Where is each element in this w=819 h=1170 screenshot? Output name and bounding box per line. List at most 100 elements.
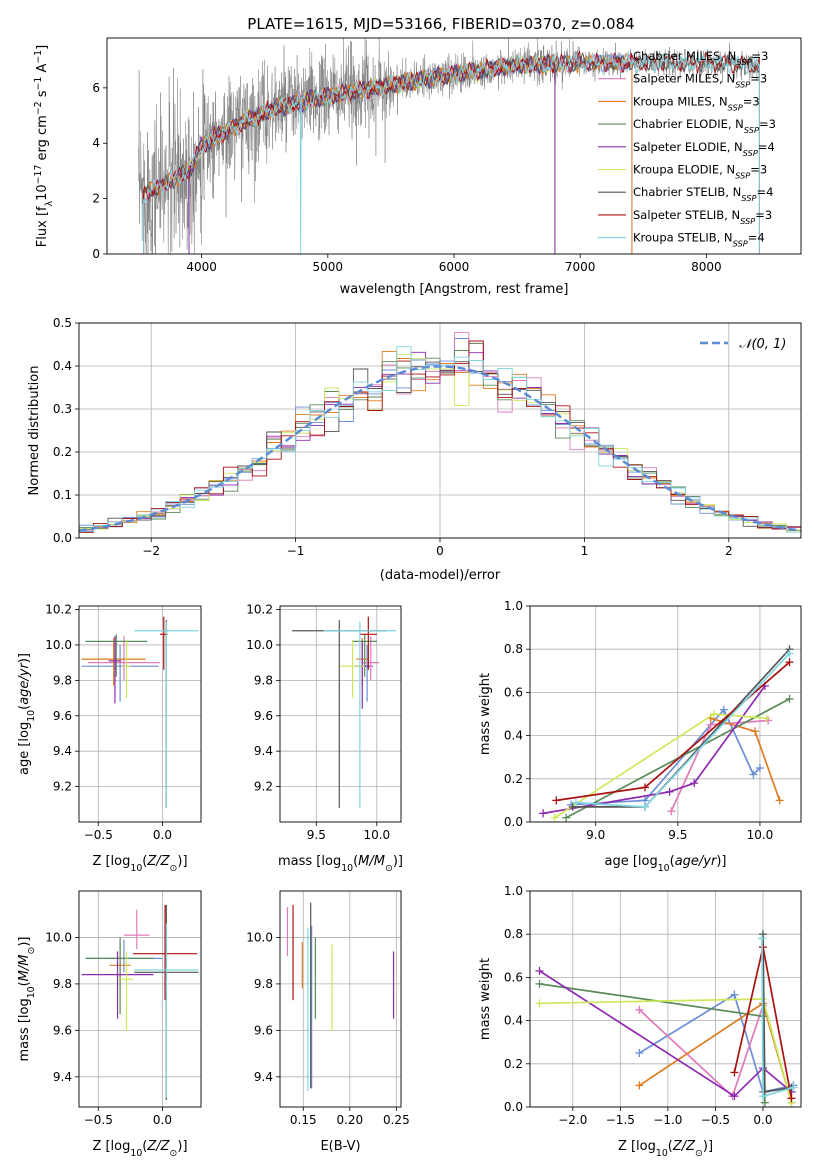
mass_vs_z-xtick-label: 0.0 (153, 1113, 172, 1127)
label-part: ( (668, 1139, 673, 1154)
label-part: SSP (743, 148, 758, 158)
age_vs_mass-ytick-label: 9.6 (254, 709, 273, 723)
model-spectrum-kroupa_stelib (143, 51, 760, 254)
mass_vs_z-xtick-label: −0.5 (84, 1113, 113, 1127)
weight_vs_age-line-salpeter_elodie (542, 685, 766, 815)
spectrum-xtick-label: 8000 (691, 260, 722, 274)
legend-label-salpeter_elodie: Salpeter ELODIE, NSSP=4 (633, 140, 775, 158)
mass_vs_z-ytick-label: 9.6 (53, 1023, 72, 1037)
label-part: )] (177, 854, 187, 869)
age_vs_mass-panel: 9.5 10.0 9.2 9.4 9.6 9.8 10.0 10.2 mass [log10(M… (246, 603, 403, 874)
residuals-ytick-label: 0.5 (53, 316, 72, 330)
label-part: Chabrier MILES, N (633, 49, 736, 63)
label-part: Chabrier STELIB, N (633, 185, 741, 199)
legend-label-chabrier_stelib: Chabrier STELIB, NSSP=4 (633, 185, 773, 203)
label-part: age/yr (675, 854, 718, 869)
weight-age-xlabel: age [log10(age/yr)] (604, 854, 726, 874)
legend-label-salpeter_stelib: Salpeter STELIB, NSSP=3 (633, 208, 772, 226)
label-part: =4 (748, 231, 765, 245)
age_vs_z-frame (78, 605, 202, 823)
weight_vs_z-xtick-label: −2.0 (558, 1113, 587, 1127)
residuals-ytick-label: 0.2 (53, 445, 72, 459)
residuals-xtick-label: 1 (581, 544, 589, 558)
label-part: SSP (736, 57, 751, 67)
residuals-frame (78, 322, 802, 539)
weight_vs_age-ytick-label: 0.6 (504, 685, 523, 699)
label-part: −1 (33, 77, 44, 91)
label-part: ( (17, 705, 32, 710)
weight_vs_z-frame (529, 890, 802, 1108)
age_vs_mass-frame (279, 605, 402, 823)
residuals-ytick-label: 0.4 (53, 359, 72, 373)
age_vs_mass-ytick-label: 10.2 (246, 603, 273, 617)
label-part: Salpeter MILES, N (633, 72, 735, 86)
label-part: Z [log (92, 1139, 130, 1154)
age_vs_z-xtick-label: −0.5 (84, 828, 113, 842)
mass_vs_ebv-background (280, 891, 401, 1107)
label-part: 10 (658, 863, 670, 874)
histogram-kroupa_stelib (79, 346, 801, 538)
spectrum-ytick-label: 6 (92, 81, 100, 95)
label-part: −2 (33, 101, 44, 115)
label-part: 10 (341, 863, 353, 874)
weight_vs_z-xtick-label: −1.0 (653, 1113, 682, 1127)
label-part: 10 (656, 1148, 668, 1159)
weight_vs_z-ytick-label: 0.8 (504, 927, 523, 941)
age_vs_z-ytick-label: 9.2 (53, 780, 72, 794)
weight_vs_z-ytick-label: 0.0 (504, 1100, 523, 1114)
mass_vs_ebv-panel: 0.15 0.20 0.25 9.4 9.6 9.8 10.0 E(B-V) (246, 890, 410, 1154)
label-part: ⊙ (695, 1148, 703, 1159)
mass_vs_ebv-ytick-label: 9.4 (254, 1070, 273, 1084)
label-part: =3 (743, 94, 760, 108)
residuals-xtick-label: 2 (725, 544, 733, 558)
label-part: Chabrier ELODIE, N (633, 117, 744, 131)
label-part: )] (393, 854, 403, 869)
label-part: ⊙ (170, 863, 178, 874)
weight_vs_age-plot-area (539, 645, 794, 822)
weight_vs_z-ytick-label: 0.6 (504, 970, 523, 984)
label-part: M/M (358, 854, 385, 869)
label-part: Kroupa STELIB, N (633, 231, 733, 245)
mass_vs_ebv-plot-area (286, 902, 395, 1091)
residuals-ytick-label: 0.0 (53, 531, 72, 545)
label-part: −1 (33, 50, 44, 64)
label-part: Kroupa MILES, N (633, 94, 728, 108)
age_vs_mass-ytick-label: 9.2 (254, 780, 273, 794)
mass_vs_z-ytick-label: 10.0 (45, 930, 72, 944)
label-part: age/yr (17, 661, 32, 704)
residuals-xtick-label: 0 (436, 544, 444, 558)
label-part: ( (17, 981, 32, 986)
label-part: s (35, 90, 50, 101)
label-part: =3 (750, 72, 767, 86)
label-part: )] (716, 854, 726, 869)
mass_vs_z-plot-area (81, 904, 199, 1101)
age_vs_z-plot-area (81, 616, 199, 808)
age_vs_mass-background (280, 606, 401, 822)
label-part: ( (670, 854, 675, 869)
age_vs_mass-plot-area (292, 616, 397, 808)
legend-label-kroupa_elodie: Kroupa ELODIE, NSSP=3 (633, 163, 767, 181)
label-part: 10 (26, 986, 37, 998)
residuals-plot-area (79, 332, 801, 538)
spectrum-xlabel: wavelength [Angstrom, rest frame] (340, 282, 569, 297)
spectrum-ylabel: Flux [fλ10−17 erg cm−2 s−1 A−1] (33, 45, 55, 247)
legend-label-chabrier_miles: Chabrier MILES, NSSP=3 (633, 49, 768, 67)
weight_vs_z-ylabel: mass weight (478, 958, 493, 1040)
weight_vs_z-xtick-label: 0.0 (753, 1113, 772, 1127)
weight_vs_z-ytick-label: 1.0 (504, 884, 523, 898)
label-part: mass [log (278, 854, 341, 869)
age_vs_z-ytick-label: 9.4 (53, 744, 72, 758)
label-part: Flux [f (35, 206, 50, 247)
mass_vs_ebv-xtick-label: 0.20 (336, 1113, 363, 1127)
age-ylabel: age [log10(age/yr)] (17, 653, 37, 775)
label-part: ( (142, 1139, 147, 1154)
weight_vs_age-ylabel: mass weight (478, 673, 493, 755)
label-part: ⊙ (385, 863, 393, 874)
legend-label-chabrier_elodie: Chabrier ELODIE, NSSP=3 (633, 117, 776, 135)
spectrum-ytick-label: 0 (92, 247, 100, 261)
age_vs_z-ytick-label: 10.0 (45, 638, 72, 652)
mass_vs_ebv-frame (279, 890, 402, 1108)
spectrum-frame (106, 37, 802, 255)
